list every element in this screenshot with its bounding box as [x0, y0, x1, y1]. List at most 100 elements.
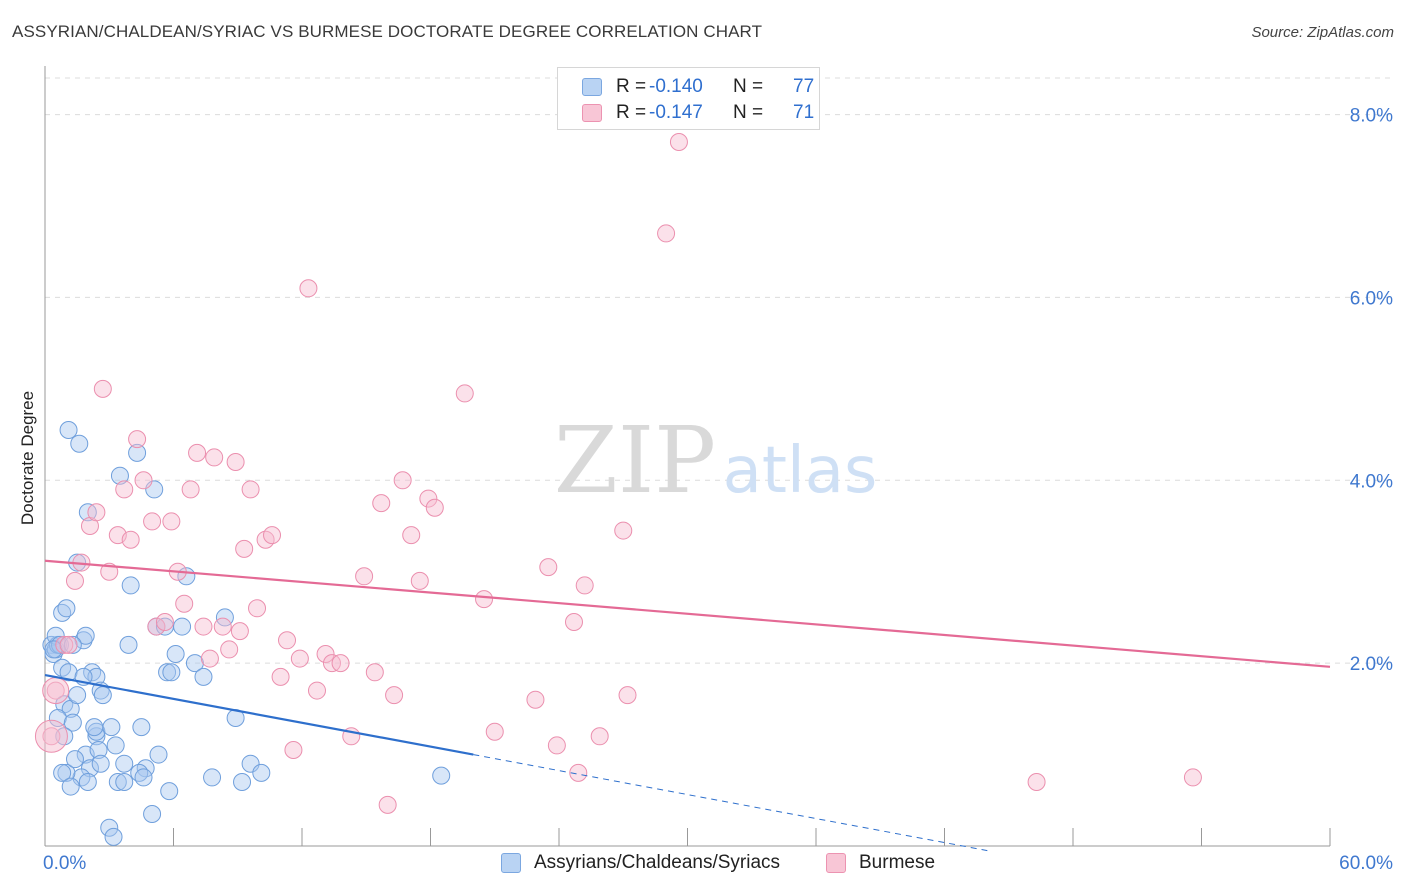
data-point-burmese — [547, 736, 566, 755]
data-point-burmese — [307, 681, 326, 700]
data-point-assyrians — [115, 773, 134, 791]
axes — [44, 66, 1331, 847]
data-point-burmese — [657, 224, 676, 243]
data-point-assyrians — [119, 635, 138, 654]
data-point-burmese — [143, 512, 162, 531]
data-point-assyrians — [44, 640, 63, 659]
y-tick-label: 4.0% — [1350, 471, 1393, 492]
data-point-assyrians — [78, 773, 97, 791]
legend-r-label: R = — [616, 102, 647, 123]
data-point-burmese — [331, 654, 350, 673]
data-point-burmese — [59, 635, 78, 654]
data-point-assyrians — [106, 736, 125, 755]
data-point-burmese — [378, 795, 397, 814]
data-point-assyrians — [128, 443, 147, 462]
data-point-assyrians — [102, 718, 121, 737]
data-point-burmese — [155, 613, 174, 631]
data-point-burmese — [181, 480, 200, 499]
data-point-burmese — [115, 480, 134, 499]
data-point-burmese — [393, 471, 412, 490]
watermark-atlas: atlas — [723, 434, 878, 508]
data-point-burmese — [188, 443, 207, 462]
data-point-burmese — [402, 526, 421, 545]
data-point-burmese — [128, 430, 147, 449]
data-point-burmese — [93, 379, 112, 398]
data-point-assyrians — [233, 773, 252, 791]
legend-swatch-pink — [582, 104, 602, 122]
data-point-assyrians — [93, 686, 112, 705]
y-tick-labels: 2.0% 4.0% 6.0% 8.0% — [1350, 106, 1393, 676]
data-point-burmese — [618, 686, 637, 705]
data-point-burmese — [485, 722, 504, 741]
data-point-assyrians — [63, 713, 82, 732]
data-point-assyrians — [53, 763, 72, 782]
data-point-burmese — [271, 667, 290, 686]
data-point-burmese — [278, 631, 297, 650]
trend-line-burmese — [44, 559, 1331, 668]
chart-title: ASSYRIAN/CHALDEAN/SYRIAC VS BURMESE DOCT… — [12, 22, 763, 41]
gridlines — [45, 77, 1392, 664]
data-point-burmese — [226, 453, 245, 471]
data-point-burmese — [147, 617, 166, 636]
data-point-assyrians — [59, 663, 78, 682]
data-point-assyrians — [108, 773, 127, 791]
data-point-assyrians — [59, 421, 78, 439]
trend-line-assyrians-extension — [473, 754, 988, 852]
data-point-burmese — [419, 489, 438, 508]
watermark-zip: ZIP — [554, 407, 716, 514]
data-point-assyrians — [57, 599, 76, 618]
data-point-assyrians — [57, 763, 76, 782]
data-point-burmese — [475, 590, 494, 609]
data-point-burmese — [55, 635, 74, 654]
data-point-burmese — [1027, 773, 1046, 791]
data-point-assyrians — [121, 576, 140, 595]
y-tick-label: 2.0% — [1350, 654, 1393, 675]
data-point-assyrians — [203, 768, 222, 787]
data-point-burmese-cluster — [34, 719, 68, 753]
data-point-burmese — [200, 649, 219, 668]
data-point-assyrians — [53, 658, 72, 677]
trend-lines — [44, 559, 1331, 852]
x-tick-label: 0.0% — [43, 853, 86, 874]
data-point-assyrians — [252, 763, 271, 782]
data-point-burmese — [526, 690, 545, 709]
data-point-burmese — [1183, 768, 1202, 787]
data-point-burmese — [372, 494, 391, 513]
data-point-assyrians — [65, 750, 84, 769]
legend-n-label: N = — [733, 76, 764, 97]
data-point-assyrians — [194, 667, 213, 686]
data-point-assyrians — [185, 654, 204, 673]
data-point-burmese — [669, 133, 688, 151]
data-point-burmese — [162, 512, 181, 531]
data-point-burmese — [205, 448, 224, 467]
legend-swatch-pink — [826, 853, 846, 873]
source-credit: Source: ZipAtlas.com — [1251, 24, 1394, 41]
data-point-assyrians — [143, 805, 162, 823]
data-point-assyrians — [166, 645, 185, 663]
data-point-burmese — [290, 649, 309, 668]
data-point-burmese — [175, 594, 194, 613]
data-point-burmese — [569, 763, 588, 782]
data-point-burmese — [590, 727, 609, 746]
legend-n-value: 71 — [793, 102, 815, 123]
data-point-burmese — [365, 663, 384, 682]
data-point-assyrians — [158, 663, 177, 682]
correlation-legend: R = -0.140 N = 77 R = -0.147 N = 71 — [557, 67, 820, 130]
data-point-assyrians — [162, 663, 181, 682]
data-point-burmese-cluster — [42, 677, 70, 705]
data-point-assyrians — [134, 768, 153, 787]
legend-n-value: 77 — [793, 76, 815, 97]
data-point-burmese — [256, 530, 275, 549]
series-burmese-points — [34, 133, 1202, 814]
data-point-assyrians — [70, 434, 89, 453]
data-point-burmese — [65, 571, 84, 590]
data-point-assyrians — [89, 741, 108, 759]
data-point-assyrians — [76, 626, 95, 645]
data-point-burmese — [539, 558, 558, 577]
data-point-assyrians — [85, 718, 104, 737]
data-point-burmese — [121, 530, 140, 549]
x-tick-label: 60.0% — [1339, 853, 1393, 874]
data-point-burmese — [316, 645, 335, 663]
legend-label-assyrians: Assyrians/Chaldeans/Syriacs — [534, 852, 781, 873]
y-axis-label: Doctorate Degree — [18, 391, 37, 525]
